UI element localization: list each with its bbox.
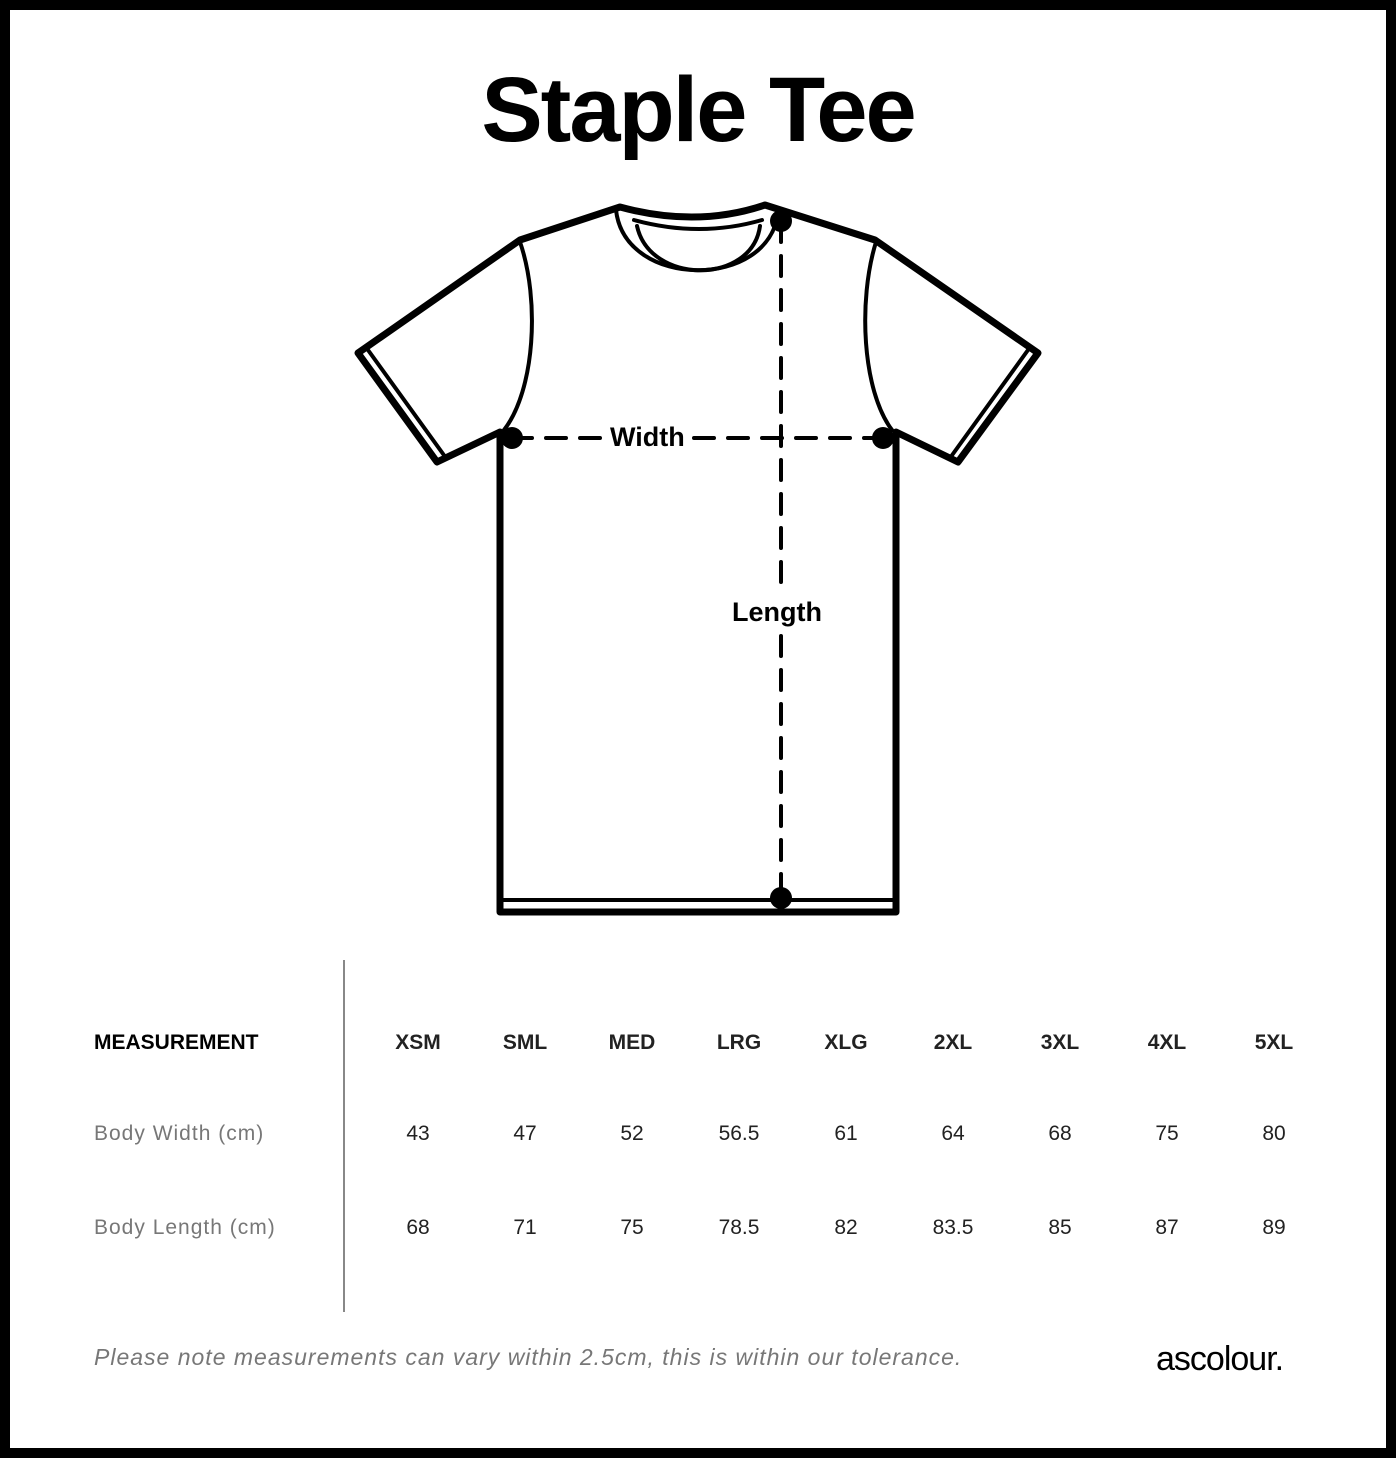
measure-point-left-armpit	[501, 427, 523, 449]
collar-inner	[635, 224, 762, 273]
table-cell: 78.5	[718, 1216, 760, 1239]
table-cell: 87	[1155, 1216, 1179, 1239]
size-header: 2XL	[933, 1031, 973, 1054]
collar-inner-top	[632, 218, 764, 231]
table-cell: 68	[1048, 1122, 1072, 1145]
tshirt-diagram	[354, 201, 1042, 916]
table-cell: 56.5	[718, 1122, 760, 1145]
size-header: XLG	[824, 1031, 868, 1054]
table-cell: 47	[513, 1122, 537, 1145]
table-cell: 52	[620, 1122, 644, 1145]
size-header: XSM	[395, 1031, 441, 1054]
size-header: MED	[608, 1031, 656, 1054]
measurement-header: MEASUREMENT	[94, 1031, 259, 1054]
page-title: Staple Tee	[481, 59, 916, 161]
table-cell: 43	[406, 1122, 430, 1145]
table-cell: 82	[834, 1216, 858, 1239]
measure-point-hem	[770, 887, 792, 909]
left-sleeve-seam	[502, 240, 534, 432]
table-cell: 85	[1048, 1216, 1072, 1239]
row-label: Body Width (cm)	[94, 1122, 265, 1145]
size-header: SML	[502, 1031, 548, 1054]
row-label: Body Length (cm)	[94, 1216, 276, 1239]
table-cell: 75	[620, 1216, 644, 1239]
table-cell: 71	[513, 1216, 537, 1239]
measure-point-right-armpit	[872, 427, 894, 449]
brand-logo: ascolour.	[1156, 1340, 1284, 1378]
right-sleeve-seam	[863, 240, 894, 432]
table-cell: 61	[834, 1122, 858, 1145]
size-header: 4XL	[1147, 1031, 1187, 1054]
table-cell: 83.5	[932, 1216, 974, 1239]
size-header: LRG	[716, 1031, 762, 1054]
tolerance-note: Please note measurements can vary within…	[94, 1344, 963, 1370]
table-cell: 89	[1262, 1216, 1286, 1239]
table-divider	[343, 960, 345, 1312]
table-cell: 68	[406, 1216, 430, 1239]
measure-point-shoulder	[770, 210, 792, 232]
right-cuff-line	[948, 348, 1030, 460]
length-label: Length	[732, 597, 822, 628]
width-label: Width	[610, 422, 685, 453]
left-cuff-line	[366, 348, 448, 460]
size-header: 3XL	[1040, 1031, 1080, 1054]
table-cell: 64	[941, 1122, 965, 1145]
table-cell: 75	[1155, 1122, 1179, 1145]
size-header: 5XL	[1254, 1031, 1294, 1054]
tshirt-outline	[354, 201, 1042, 916]
table-cell: 80	[1262, 1122, 1286, 1145]
